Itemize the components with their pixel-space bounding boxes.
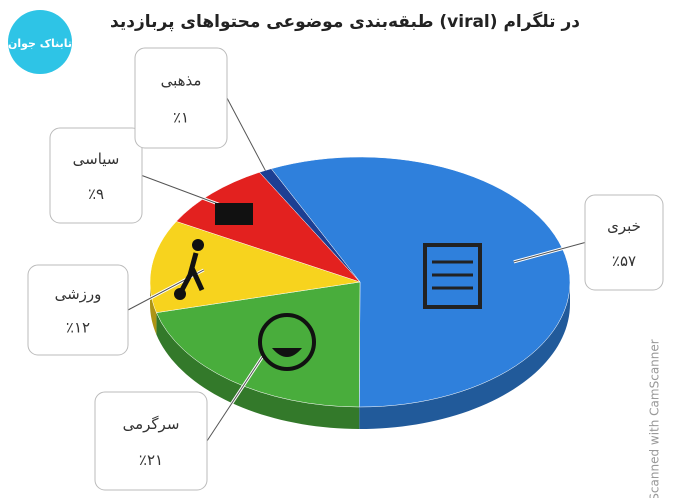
callout-box (49, 127, 143, 224)
slice (259, 168, 361, 283)
ball-icon (174, 288, 186, 300)
value-label: ٪۱۲ (66, 319, 90, 337)
chart-title: طبقه‌بندی موضوعی محتواهای پربازدید (vira… (110, 11, 580, 32)
category-label: سیاسی (73, 150, 120, 168)
category-label: ورزشی (55, 285, 102, 303)
callout-box (134, 47, 228, 149)
logo-text: تابناک جوان (8, 37, 72, 50)
slice-side (156, 312, 360, 429)
leader-line (226, 97, 266, 171)
watermark: Scanned with CamScanner (648, 339, 662, 498)
pie (149, 156, 571, 429)
slice (270, 156, 571, 408)
leader-line (513, 242, 586, 263)
leader-line (206, 355, 264, 442)
value-label: ٪۲۱ (139, 451, 163, 469)
value-label: ٪۹ (88, 185, 104, 203)
category-label: مذهبی (161, 72, 202, 90)
player-icon (192, 239, 204, 251)
callout-box (27, 264, 129, 356)
smiley-mouth (272, 348, 302, 357)
callout-box (94, 391, 208, 491)
slice-side (359, 282, 570, 429)
category-label: خبری (607, 217, 641, 235)
value-label: ٪۵۷ (612, 252, 636, 270)
slice-side (150, 282, 157, 335)
smiley-icon (258, 313, 316, 371)
player-body (179, 252, 205, 292)
logo-badge (8, 10, 72, 74)
slice (175, 171, 361, 283)
category-label: سرگرمی (123, 415, 180, 433)
news-icon (423, 243, 482, 309)
value-label: ٪۱ (173, 109, 189, 127)
callout-box (584, 194, 664, 291)
ballot-icon (215, 203, 253, 225)
